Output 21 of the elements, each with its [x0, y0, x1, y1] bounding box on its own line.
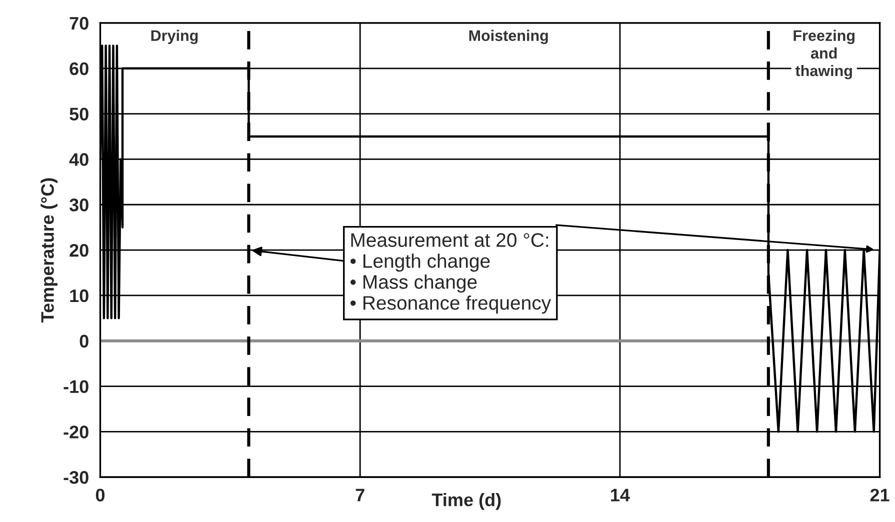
y-tick-label: 70 — [70, 16, 88, 30]
y-tick-label: 20 — [70, 244, 88, 257]
y-tick-label: 40 — [69, 153, 88, 166]
y-tick-label: 10 — [70, 289, 88, 302]
y-tick-label: -10 — [64, 380, 88, 393]
y-tick-label: -30 — [64, 471, 88, 484]
annotation: Moistening — [469, 30, 548, 44]
y-tick-label: 60 — [70, 62, 88, 76]
x-tick-label: 7 — [356, 488, 364, 502]
annotation: Measurement at 20 °C: • Length change • Mass change • Resonance frequency — [350, 233, 552, 314]
y-tick-label: -20 — [64, 426, 88, 438]
x-tick-label: 21 — [870, 488, 890, 502]
y-tick-label: 50 — [70, 108, 88, 121]
y-tick-label: 30 — [69, 198, 88, 212]
annotation: Freezing and thawing — [794, 30, 854, 80]
annotation: Drying — [151, 30, 198, 44]
y-axis-title: Temperature (°C) — [40, 178, 58, 323]
x-tick-label: 14 — [611, 488, 630, 502]
x-axis-title: Time (d) — [432, 493, 501, 510]
x-tick-label: 0 — [96, 488, 105, 502]
y-tick-label: 0 — [80, 334, 88, 348]
